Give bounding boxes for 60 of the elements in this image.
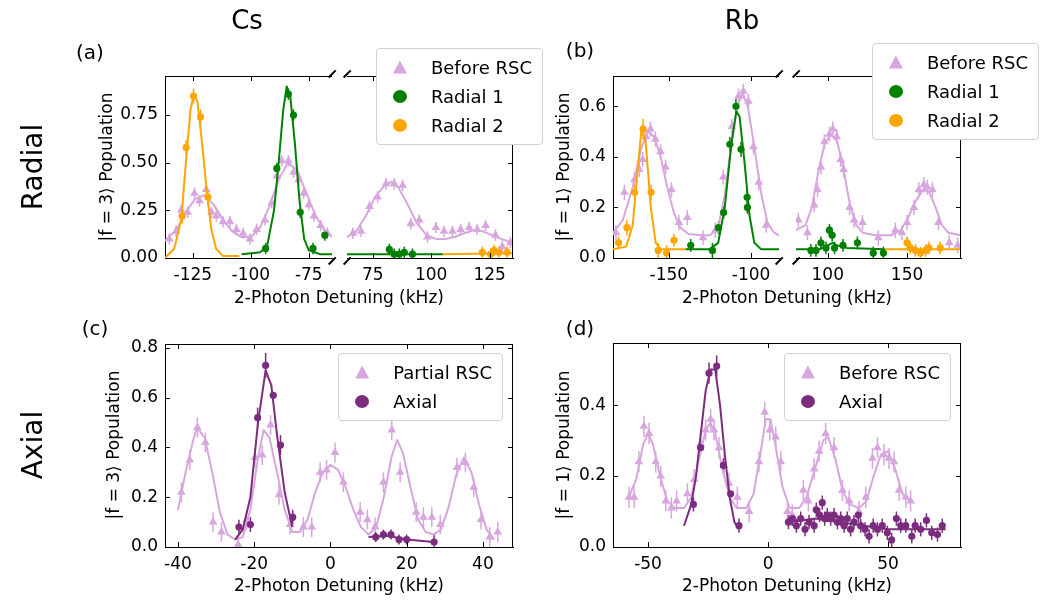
x-axis-title: 2-Photon Detuning (kHz): [234, 287, 444, 307]
x-tick-label: -125: [173, 263, 213, 284]
x-axis-title: 2-Photon Detuning (kHz): [682, 287, 892, 307]
text: (a): [76, 40, 104, 64]
legend-label: Axial: [838, 391, 883, 412]
x-tick-label: -150: [649, 263, 689, 284]
text: Axial: [15, 410, 49, 480]
legend-label: Before RSC: [430, 57, 532, 78]
y-tick-label: 0.6: [130, 386, 158, 407]
text: (d): [565, 316, 595, 340]
x-tick-label: -100: [731, 263, 771, 284]
x-tick-label: 0: [325, 552, 336, 573]
y-axis-title: |f = 3⟩ Population: [96, 92, 116, 242]
text: Radial: [15, 123, 49, 211]
x-tick-label: 40: [472, 552, 494, 573]
x-tick-label: -100: [231, 263, 271, 284]
x-tick-label: 75: [361, 263, 384, 284]
x-tick-label: 100: [811, 263, 844, 284]
x-tick-label: -75: [294, 263, 323, 284]
text: Cs: [231, 5, 263, 35]
x-tick-label: -40: [164, 552, 192, 573]
y-tick-label: 0.4: [578, 145, 606, 166]
y-tick-label: 0.00: [120, 246, 158, 267]
x-tick-label: 0: [762, 552, 774, 573]
x-tick-label: 100: [414, 263, 448, 284]
y-axis-title: |f = 3⟩ Population: [103, 370, 123, 520]
x-tick-label: -50: [634, 552, 662, 573]
y-tick-label: 0.2: [578, 195, 606, 216]
legend-label: Radial 2: [430, 115, 504, 136]
y-axis-title: |f = 1⟩ Population: [553, 370, 573, 520]
legend-label: Before RSC: [838, 362, 940, 383]
x-tick-label: 20: [395, 552, 418, 573]
y-tick-label: 0.50: [120, 151, 158, 172]
text: (b): [565, 38, 595, 62]
x-tick-label: 150: [890, 263, 924, 284]
x-tick-label: -20: [240, 552, 269, 573]
y-tick-label: 0.0: [578, 246, 606, 267]
y-tick-label: 0.75: [120, 103, 158, 124]
legend-label: Radial 1: [430, 86, 504, 107]
legend-label: Partial RSC: [393, 362, 492, 383]
legend-label: Axial: [393, 391, 438, 412]
y-tick-label: 0.2: [130, 485, 158, 506]
x-axis-title: 2-Photon Detuning (kHz): [234, 575, 444, 595]
y-tick-label: 0.4: [578, 393, 606, 414]
legend-label: Before RSC: [926, 52, 1028, 73]
y-tick-label: 0.0: [578, 535, 606, 556]
y-tick-label: 0.25: [120, 198, 158, 219]
y-axis-title: |f = 1⟩ Population: [553, 92, 573, 242]
y-tick-label: 0.8: [130, 336, 158, 357]
y-tick-label: 0.4: [130, 435, 158, 456]
x-axis-title: 2-Photon Detuning (kHz): [682, 575, 892, 595]
legend-label: Radial 1: [926, 81, 1000, 102]
y-tick-label: 0.0: [130, 535, 158, 556]
legend-label: Radial 2: [926, 110, 1000, 131]
text: (c): [81, 316, 109, 340]
x-tick-label: 125: [473, 263, 506, 284]
y-tick-label: 0.6: [578, 94, 606, 115]
y-tick-label: 0.2: [578, 464, 606, 485]
x-tick-label: 50: [877, 552, 899, 573]
text: Rb: [724, 5, 760, 35]
